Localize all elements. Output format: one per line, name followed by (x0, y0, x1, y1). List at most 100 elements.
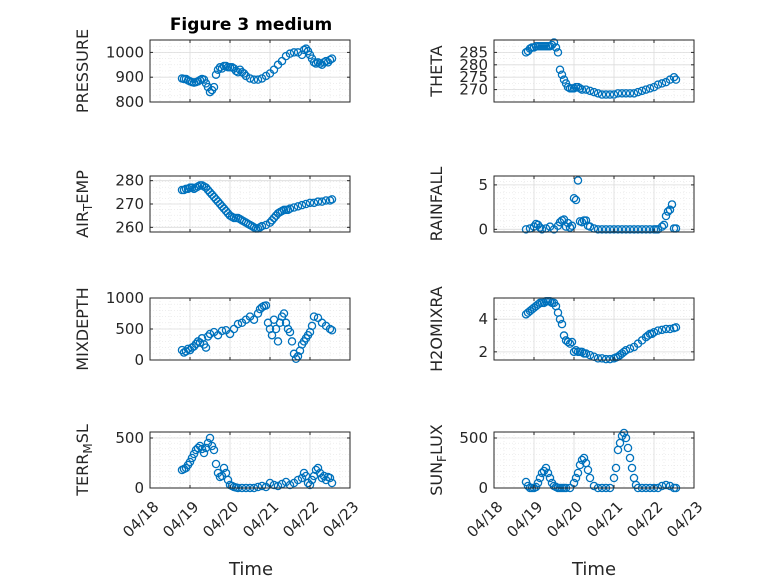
data-point (557, 70, 567, 79)
subplot-1: 800 900 1000 PRESSURE (73, 29, 351, 113)
data-point (641, 85, 651, 94)
y-axis-label: SUNFLUX (427, 424, 449, 496)
y-tick-label: 280 (115, 172, 144, 190)
y-tick-label: 0 (478, 479, 488, 497)
data-point (535, 473, 545, 483)
axes-frame (149, 39, 351, 103)
data-point (285, 480, 295, 490)
data-point (199, 448, 209, 458)
data-point (597, 90, 607, 99)
y-tick-label: 4 (478, 310, 488, 328)
axes-frame (493, 39, 695, 103)
data-point (537, 225, 547, 234)
data-point (671, 75, 681, 84)
data-point (663, 207, 673, 216)
data-point (555, 314, 565, 324)
data-point (605, 90, 615, 99)
data-point (197, 444, 207, 454)
data-point (659, 220, 669, 230)
data-point (233, 319, 243, 329)
data-point (541, 463, 551, 473)
data-point (289, 203, 299, 212)
data-point (209, 445, 219, 455)
data-point (581, 349, 591, 358)
y-tick-label: 2 (478, 343, 488, 361)
data-point (625, 453, 635, 463)
data-point (257, 303, 267, 312)
data-point (585, 222, 595, 231)
y-tick-label: 500 (115, 429, 144, 447)
data-point (621, 89, 631, 98)
data-point (305, 480, 315, 490)
data-point (601, 90, 611, 99)
y-tick-label: 500 (115, 320, 144, 338)
data-point (289, 48, 299, 57)
data-point (219, 463, 229, 473)
data-point (637, 86, 647, 96)
data-point (285, 204, 295, 213)
data-point (299, 45, 309, 55)
x-axis-label-right: Time (571, 559, 616, 580)
y-axis-label: MIXDEPTH (73, 287, 92, 370)
data-point (301, 199, 311, 209)
data-point (571, 195, 581, 205)
data-point (601, 354, 611, 364)
data-point (625, 225, 635, 234)
data-point (665, 324, 675, 334)
data-point (585, 473, 595, 483)
data-point (571, 473, 581, 483)
data-point (601, 225, 611, 234)
data-point (557, 319, 567, 329)
data-point (205, 329, 215, 339)
data-point (273, 481, 283, 491)
subplot-3: 260 270 280 AIRTEMP (73, 170, 351, 238)
data-point (637, 225, 647, 234)
data-point (567, 221, 577, 231)
data-point (539, 298, 549, 308)
y-tick-label: 275 (459, 68, 488, 86)
data-point (657, 481, 667, 491)
data-point (297, 200, 307, 210)
data-point (569, 84, 579, 93)
data-point (617, 89, 627, 98)
data-point (569, 193, 579, 203)
data-point (645, 84, 655, 93)
subplot-5: 0 500 1000 MIXDEPTH (73, 287, 351, 371)
data-point (623, 443, 633, 453)
y-tick-label: 1000 (106, 289, 144, 307)
data-point (573, 176, 583, 185)
data-point (321, 196, 331, 205)
data-point (613, 89, 623, 98)
data-point (585, 350, 595, 360)
axes-frame (493, 431, 695, 489)
data-point (573, 468, 583, 478)
data-point (581, 85, 591, 94)
data-point (279, 309, 289, 318)
data-point (297, 473, 307, 483)
x-axis-label-left: Time (228, 559, 273, 580)
data-point (267, 330, 277, 340)
data-point (223, 475, 233, 485)
data-point (581, 216, 591, 225)
y-tick-label: 800 (115, 93, 144, 111)
y-axis-label: THETA (427, 45, 446, 97)
data-point (563, 337, 573, 347)
data-point (249, 75, 259, 84)
data-point (213, 65, 223, 75)
data-point (221, 61, 231, 71)
data-point (571, 345, 581, 355)
data-point (309, 312, 319, 321)
data-point (311, 59, 321, 68)
data-point (285, 327, 295, 337)
data-point (661, 211, 671, 221)
data-point (309, 198, 319, 208)
data-point (569, 347, 579, 357)
data-point (627, 463, 637, 473)
data-point (291, 354, 301, 364)
data-point (305, 198, 315, 208)
data-point (245, 74, 255, 83)
data-point (667, 200, 677, 209)
y-tick-label: 270 (115, 195, 144, 213)
data-point (593, 89, 603, 98)
